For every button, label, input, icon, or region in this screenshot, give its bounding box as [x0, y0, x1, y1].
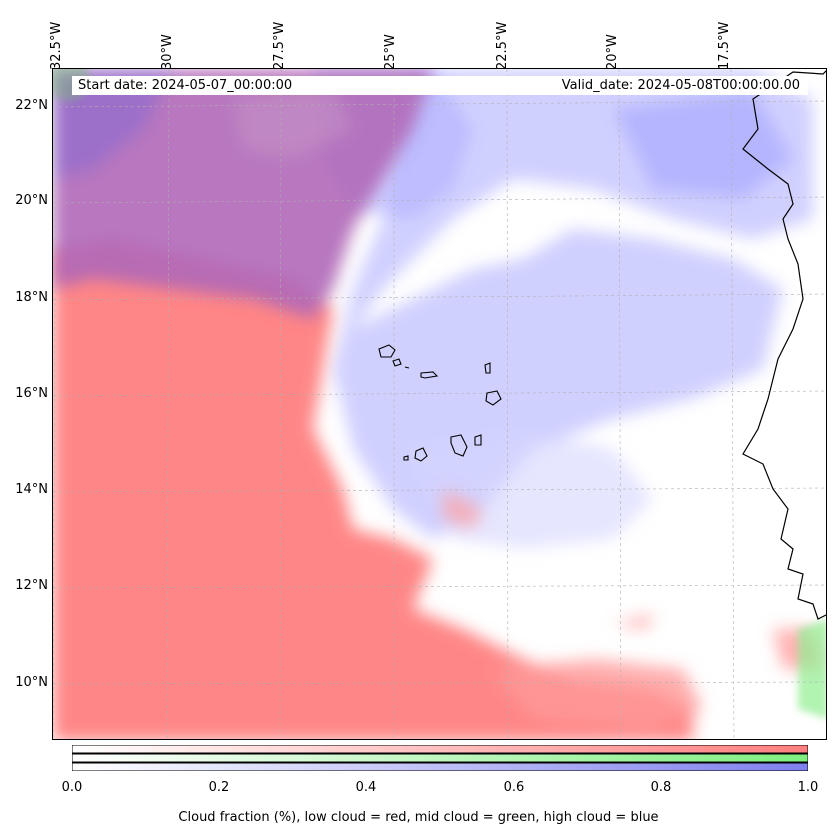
colorbar-low-cloud: [72, 745, 808, 754]
colorbar-title: Cloud fraction (%), low cloud = red, mid…: [178, 810, 659, 825]
colorbar-high-cloud: [72, 762, 808, 771]
graticule: [53, 69, 826, 739]
lat-label-12n: 12°N: [15, 578, 48, 593]
cape-verde-islands: [378, 344, 502, 462]
lon-label-32-5w: 32.5°W: [49, 21, 64, 70]
lon-label-25w: 25°W: [383, 34, 398, 70]
lat-label-18n: 18°N: [15, 290, 48, 305]
colorbar-tick-1-0: 1.0: [797, 780, 819, 795]
mixed-cloud-field: [53, 69, 433, 319]
colorbar-tick-0-2: 0.2: [208, 780, 230, 795]
map-canvas: [53, 69, 826, 739]
lon-label-20w: 20°W: [605, 34, 620, 70]
lon-label-30w: 30°W: [160, 34, 175, 70]
lon-label-17-5w: 17.5°W: [717, 21, 732, 70]
valid-date-label: Valid_date: 2024-05-08T00:00:00.00: [561, 78, 800, 93]
start-date-label: Start date: 2024-05-07_00:00:00: [78, 78, 293, 93]
lon-label-27-5w: 27.5°W: [272, 21, 287, 70]
lat-label-10n: 10°N: [15, 675, 48, 690]
colorbar-tick-0-8: 0.8: [650, 780, 672, 795]
colorbar: [72, 745, 808, 771]
lon-label-22-5w: 22.5°W: [495, 21, 510, 70]
lat-label-16n: 16°N: [15, 386, 48, 401]
africa-coastline: [742, 70, 826, 620]
lat-label-22n: 22°N: [15, 98, 48, 113]
colorbar-mid-cloud: [72, 753, 808, 763]
lat-label-20n: 20°N: [15, 193, 48, 208]
colorbar-tick-0-4: 0.4: [355, 780, 377, 795]
lat-label-14n: 14°N: [15, 482, 48, 497]
colorbar-tick-0-0: 0.0: [61, 780, 83, 795]
colorbar-tick-0-6: 0.6: [503, 780, 525, 795]
date-header: Start date: 2024-05-07_00:00:00 Valid_da…: [72, 76, 808, 95]
cloud-fraction-map[interactable]: [52, 68, 827, 740]
